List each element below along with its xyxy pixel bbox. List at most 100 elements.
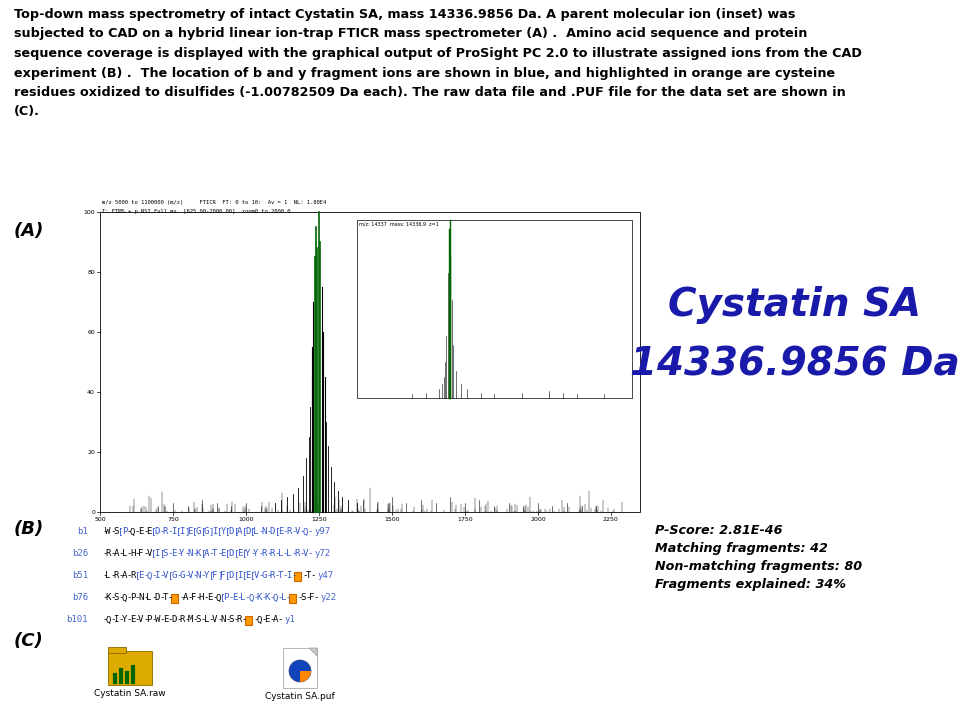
Text: -: - <box>307 549 313 559</box>
Text: -: - <box>102 572 108 580</box>
Text: -: - <box>258 528 264 536</box>
Text: y72: y72 <box>315 549 331 559</box>
Text: 20: 20 <box>87 449 95 454</box>
Text: [: [ <box>159 549 165 559</box>
Text: 1000: 1000 <box>238 517 253 522</box>
Text: -: - <box>192 616 198 624</box>
Text: b101: b101 <box>66 616 88 624</box>
Text: -: - <box>143 593 149 603</box>
Text: K: K <box>106 593 110 603</box>
Text: 14336.9856 Da: 14336.9856 Da <box>630 346 960 384</box>
Text: -: - <box>291 572 297 580</box>
Text: L: L <box>204 616 209 624</box>
Text: -: - <box>192 549 198 559</box>
Text: -: - <box>143 549 149 559</box>
Text: A: A <box>113 549 119 559</box>
Text: -: - <box>134 528 140 536</box>
Text: Cystatin SA: Cystatin SA <box>668 286 922 324</box>
Text: -: - <box>127 549 132 559</box>
Text: I: I <box>237 572 242 580</box>
Text: G: G <box>180 572 184 580</box>
Text: I: I <box>286 572 292 580</box>
Text: R: R <box>130 572 135 580</box>
Text: -: - <box>267 572 272 580</box>
Text: [: [ <box>242 549 247 559</box>
Text: (B): (B) <box>14 520 44 538</box>
Text: N: N <box>196 572 201 580</box>
Text: L: L <box>281 593 286 603</box>
Text: I: I <box>155 572 160 580</box>
Text: -: - <box>300 549 304 559</box>
Text: N: N <box>187 549 193 559</box>
Text: I: I <box>171 528 177 536</box>
Text: y22: y22 <box>321 593 337 603</box>
Text: L: L <box>240 593 245 603</box>
Text: -: - <box>298 593 302 603</box>
Text: E: E <box>278 528 283 536</box>
Text: P: P <box>122 528 127 536</box>
Text: E: E <box>138 572 144 580</box>
Text: -: - <box>212 593 217 603</box>
Text: -: - <box>168 549 173 559</box>
Text: W: W <box>106 528 110 536</box>
Text: L: L <box>146 593 152 603</box>
Text: subjected to CAD on a hybrid linear ion-trap FTICR mass spectrometer (A) .  Amin: subjected to CAD on a hybrid linear ion-… <box>14 27 807 40</box>
Text: V: V <box>138 616 144 624</box>
Text: 500: 500 <box>94 517 106 522</box>
Text: [: [ <box>152 528 156 536</box>
Text: -: - <box>277 593 283 603</box>
Text: Fragments explained: 34%: Fragments explained: 34% <box>655 578 846 591</box>
Text: [: [ <box>201 528 206 536</box>
Text: 1750: 1750 <box>457 517 472 522</box>
Text: -: - <box>283 572 288 580</box>
Text: T: FTMS + p NSI Full ms  [625.00-2000.00]  zoom0 to 2000.0: T: FTMS + p NSI Full ms [625.00-2000.00]… <box>102 209 291 214</box>
Text: m/z: 14337  mass: 14336.9  z=1: m/z: 14337 mass: 14336.9 z=1 <box>359 221 439 226</box>
Text: E: E <box>163 616 168 624</box>
Text: [: [ <box>220 593 226 603</box>
Text: -: - <box>110 572 115 580</box>
Text: L: L <box>286 549 292 559</box>
Text: -: - <box>201 616 206 624</box>
Text: S: S <box>196 616 201 624</box>
Bar <box>295 572 301 580</box>
Text: -: - <box>176 572 181 580</box>
Text: b51: b51 <box>72 572 88 580</box>
Text: E: E <box>171 549 177 559</box>
Text: H: H <box>199 593 204 603</box>
Text: S: S <box>113 528 119 536</box>
Text: y1: y1 <box>285 616 296 624</box>
Text: [: [ <box>226 528 230 536</box>
Text: Y: Y <box>245 549 251 559</box>
Text: Matching fragments: 42: Matching fragments: 42 <box>655 542 828 555</box>
Text: -: - <box>168 528 173 536</box>
Circle shape <box>289 660 311 682</box>
Text: ]: ] <box>209 528 214 536</box>
Text: -: - <box>201 572 206 580</box>
Text: -: - <box>302 572 308 580</box>
Text: -: - <box>118 549 124 559</box>
Text: V: V <box>187 572 193 580</box>
Text: -: - <box>300 528 304 536</box>
Text: V: V <box>302 549 308 559</box>
Text: 100: 100 <box>84 210 95 215</box>
Text: -: - <box>209 616 214 624</box>
Text: V: V <box>212 616 218 624</box>
Text: I: I <box>155 549 160 559</box>
Text: [: [ <box>250 528 255 536</box>
Text: [: [ <box>201 549 206 559</box>
Text: A: A <box>122 572 127 580</box>
Text: m/z 5000 to 1100000 (m/z)     FTICR  FT: 0 to 10:  Av = 1  NL: 1.80E4: m/z 5000 to 1100000 (m/z) FTICR FT: 0 to… <box>102 200 326 205</box>
Text: -: - <box>217 549 223 559</box>
Text: -: - <box>184 572 189 580</box>
Text: -: - <box>307 528 313 536</box>
Bar <box>100 212 640 512</box>
Text: -: - <box>258 549 264 559</box>
Text: -: - <box>134 616 140 624</box>
Text: [: [ <box>233 549 239 559</box>
Text: 2000: 2000 <box>530 517 545 522</box>
Text: -: - <box>283 549 288 559</box>
Text: -: - <box>134 549 140 559</box>
Text: -: - <box>127 572 132 580</box>
Text: S: S <box>163 549 168 559</box>
Text: -: - <box>270 616 275 624</box>
